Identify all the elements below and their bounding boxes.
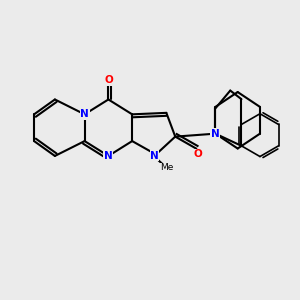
Text: N: N: [211, 129, 220, 139]
Text: N: N: [104, 151, 113, 161]
Text: Me: Me: [160, 163, 173, 172]
Text: O: O: [104, 75, 113, 85]
Text: O: O: [193, 149, 202, 160]
Text: N: N: [150, 151, 159, 161]
Text: N: N: [80, 109, 89, 119]
